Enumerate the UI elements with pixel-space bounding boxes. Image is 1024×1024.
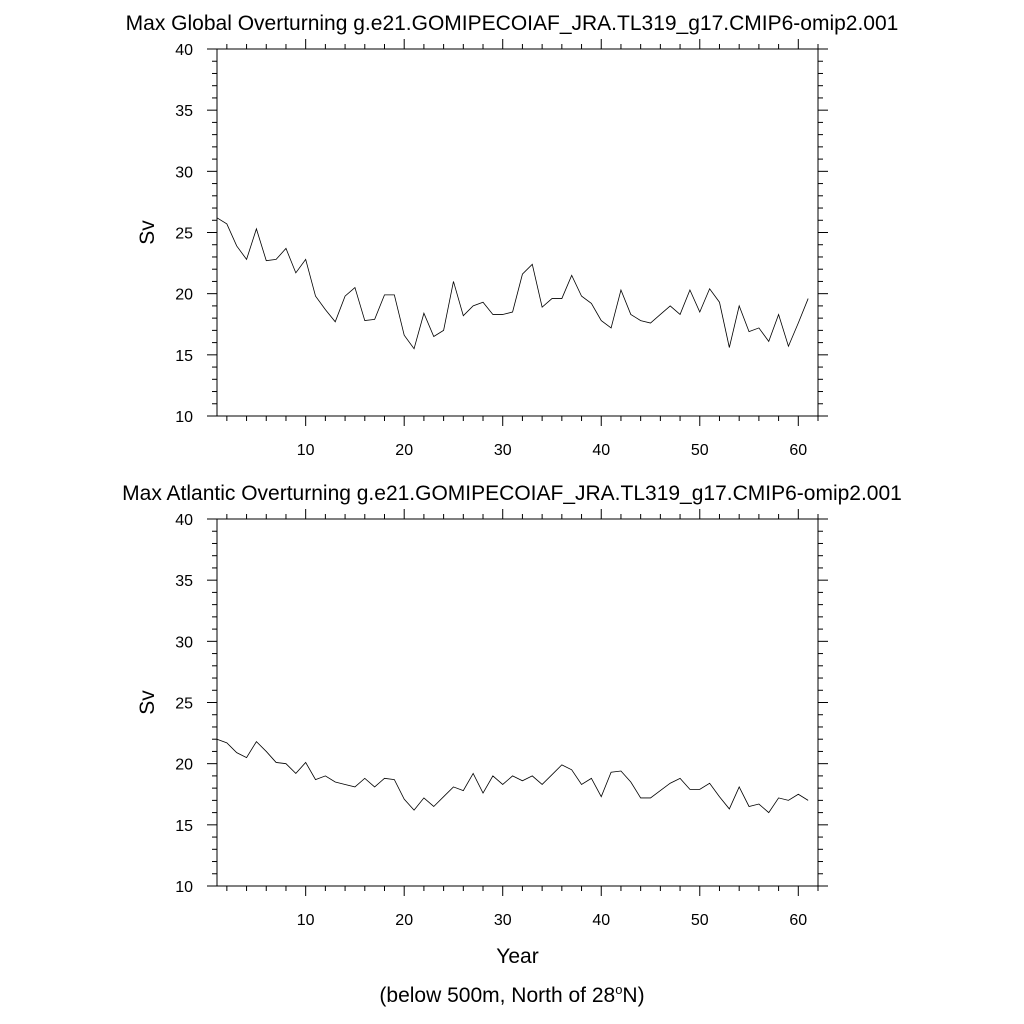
chart-title: Max Atlantic Overturning g.e21.GOMIPECOI…	[122, 482, 902, 505]
y-tick-label: 25	[175, 696, 193, 713]
x-tick-label: 30	[494, 442, 512, 459]
y-tick-label: 20	[175, 757, 193, 774]
y-tick-label: 35	[175, 103, 193, 120]
plot-frame	[216, 48, 819, 417]
y-tick-label: 35	[175, 573, 193, 590]
x-tick-label: 50	[691, 442, 709, 459]
y-tick-label: 20	[175, 287, 193, 304]
x-tick-label: 10	[297, 442, 315, 459]
x-tick-label: 40	[592, 442, 610, 459]
x-tick-label: 40	[592, 912, 610, 929]
y-axis-label: Sv	[136, 690, 159, 715]
y-tick-label: 40	[175, 512, 193, 529]
x-tick-label: 20	[395, 912, 413, 929]
y-tick-label: 10	[175, 409, 193, 426]
y-tick-label: 40	[175, 42, 193, 59]
y-axis-label: Sv	[136, 220, 159, 245]
x-tick-label: 30	[494, 912, 512, 929]
atlantic-overturning-plot: Max Atlantic Overturning g.e21.GOMIPECOI…	[122, 482, 902, 968]
y-tick-label: 15	[175, 348, 193, 365]
y-tick-label: 25	[175, 226, 193, 243]
plot-frame	[216, 518, 819, 887]
x-tick-label: 50	[691, 912, 709, 929]
chart-title: Max Global Overturning g.e21.GOMIPECOIAF…	[126, 12, 899, 35]
note-suffix: N)	[622, 984, 645, 1007]
x-axis-label: Year	[496, 945, 538, 968]
global-overturning-chart: Max Global Overturning g.e21.GOMIPECOIAF…	[0, 0, 1024, 470]
y-tick-label: 10	[175, 879, 193, 896]
note-prefix: (below 500m, North of 28	[379, 984, 616, 1007]
y-tick-label: 15	[175, 818, 193, 835]
degree-superscript: o	[615, 982, 623, 997]
global-overturning-plot: Max Global Overturning g.e21.GOMIPECOIAF…	[126, 12, 899, 459]
series-line	[216, 738, 809, 814]
series-line	[216, 217, 809, 350]
y-tick-label: 30	[175, 164, 193, 181]
x-tick-label: 60	[789, 442, 807, 459]
atlantic-overturning-chart: Max Atlantic Overturning g.e21.GOMIPECOI…	[0, 470, 1024, 968]
y-tick-label: 30	[175, 634, 193, 651]
x-tick-label: 20	[395, 442, 413, 459]
x-tick-label: 60	[789, 912, 807, 929]
x-tick-label: 10	[297, 912, 315, 929]
depth-latitude-note: (below 500m, North of 28oN)	[0, 982, 1024, 1008]
